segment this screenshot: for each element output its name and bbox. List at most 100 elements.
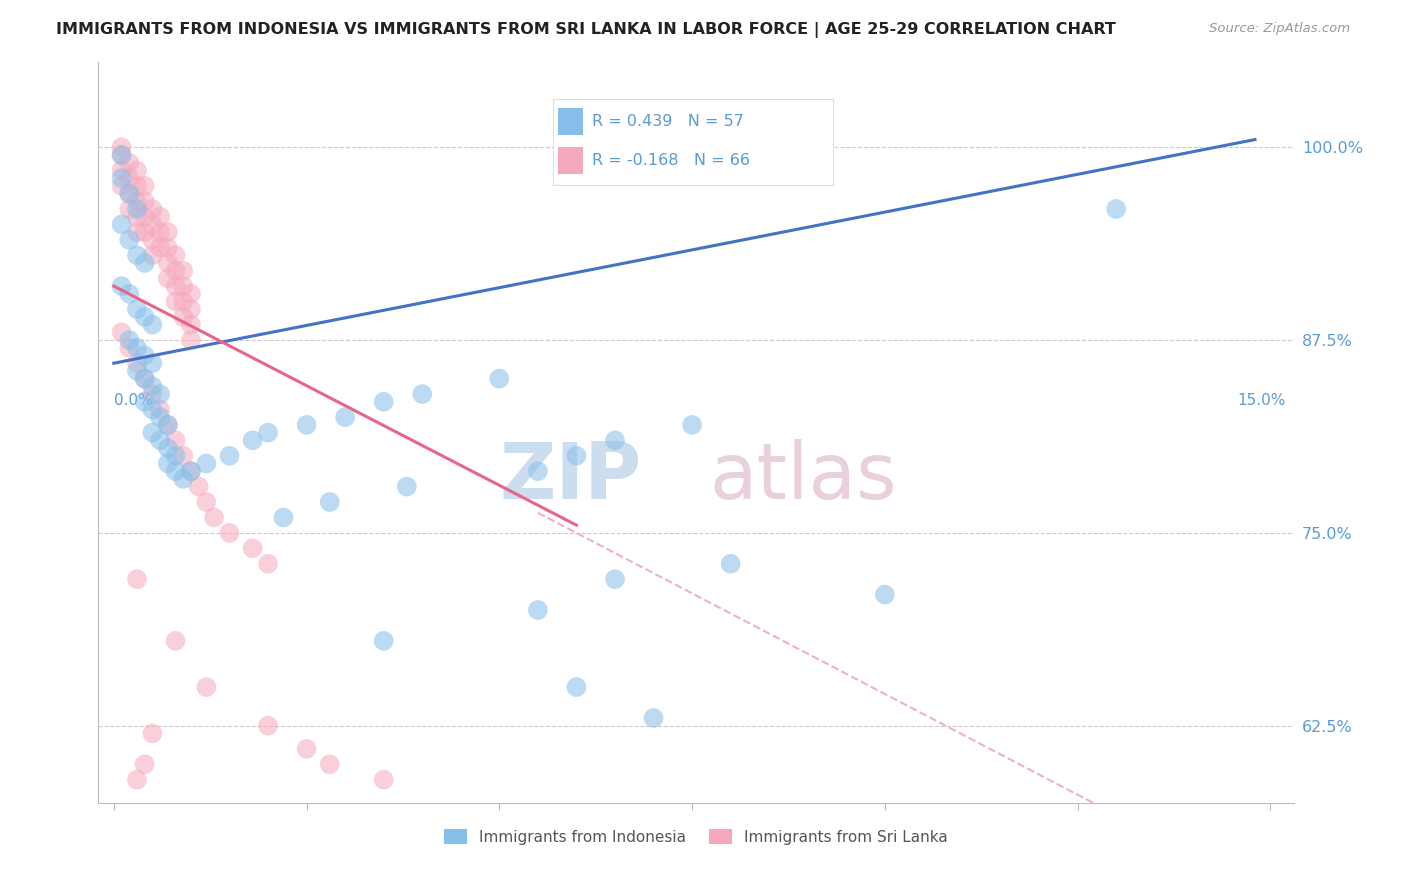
Point	[257, 557, 280, 571]
Point	[149, 387, 172, 401]
Point	[242, 541, 264, 556]
Point	[110, 178, 132, 193]
Text: 0.0%: 0.0%	[114, 393, 153, 409]
Text: atlas: atlas	[710, 439, 897, 515]
Point	[134, 210, 156, 224]
Point	[565, 449, 588, 463]
Point	[141, 425, 163, 440]
Point	[110, 279, 132, 293]
Point	[156, 225, 179, 239]
Point	[118, 233, 141, 247]
Point	[172, 279, 194, 293]
Point	[195, 680, 218, 694]
Point	[1105, 202, 1128, 216]
Point	[165, 294, 187, 309]
Point	[156, 240, 179, 254]
Point	[141, 356, 163, 370]
Point	[141, 726, 163, 740]
Point	[141, 233, 163, 247]
Point	[603, 572, 626, 586]
Point	[165, 263, 187, 277]
Text: 15.0%: 15.0%	[1237, 393, 1286, 409]
Point	[125, 163, 148, 178]
Point	[134, 371, 156, 385]
Point	[125, 364, 148, 378]
Point	[125, 572, 148, 586]
Point	[373, 633, 395, 648]
Point	[110, 326, 132, 340]
Point	[134, 349, 156, 363]
Point	[681, 417, 703, 432]
Point	[172, 449, 194, 463]
Point	[395, 480, 418, 494]
Point	[125, 772, 148, 787]
Point	[527, 603, 550, 617]
Point	[134, 256, 156, 270]
Point	[603, 434, 626, 448]
Point	[187, 480, 209, 494]
Point	[125, 194, 148, 209]
Text: ZIP: ZIP	[501, 439, 643, 515]
Point	[118, 202, 141, 216]
Point	[110, 140, 132, 154]
Point	[149, 402, 172, 417]
Point	[165, 434, 187, 448]
Point	[134, 194, 156, 209]
Point	[373, 772, 395, 787]
Point	[149, 225, 172, 239]
Point	[141, 248, 163, 262]
Point	[125, 178, 148, 193]
Point	[195, 495, 218, 509]
Point	[118, 171, 141, 186]
Point	[165, 248, 187, 262]
Point	[180, 286, 202, 301]
Point	[202, 510, 225, 524]
Point	[565, 680, 588, 694]
Point	[141, 218, 163, 232]
Point	[118, 333, 141, 347]
Point	[110, 218, 132, 232]
Point	[165, 464, 187, 478]
Point	[295, 741, 318, 756]
Point	[125, 202, 148, 216]
Point	[134, 371, 156, 385]
Point	[319, 495, 342, 509]
Point	[172, 263, 194, 277]
Point	[720, 557, 742, 571]
Point	[118, 186, 141, 201]
Point	[295, 417, 318, 432]
Point	[125, 210, 148, 224]
Point	[118, 155, 141, 169]
Point	[172, 472, 194, 486]
Point	[118, 286, 141, 301]
Point	[273, 510, 295, 524]
Point	[156, 441, 179, 455]
Point	[488, 371, 510, 385]
Point	[156, 271, 179, 285]
Point	[257, 719, 280, 733]
Point	[242, 434, 264, 448]
Point	[134, 225, 156, 239]
Point	[134, 394, 156, 409]
Point	[180, 333, 202, 347]
Point	[110, 163, 132, 178]
Point	[165, 279, 187, 293]
Point	[156, 417, 179, 432]
Point	[149, 410, 172, 425]
Point	[149, 434, 172, 448]
Point	[125, 302, 148, 317]
Point	[165, 633, 187, 648]
Point	[156, 457, 179, 471]
Point	[643, 711, 665, 725]
Point	[180, 464, 202, 478]
Point	[156, 256, 179, 270]
Point	[118, 341, 141, 355]
Point	[172, 310, 194, 324]
Point	[110, 148, 132, 162]
Point	[141, 402, 163, 417]
Point	[195, 457, 218, 471]
Point	[125, 356, 148, 370]
Legend: Immigrants from Indonesia, Immigrants from Sri Lanka: Immigrants from Indonesia, Immigrants fr…	[437, 822, 955, 851]
Point	[110, 148, 132, 162]
Point	[218, 525, 240, 540]
